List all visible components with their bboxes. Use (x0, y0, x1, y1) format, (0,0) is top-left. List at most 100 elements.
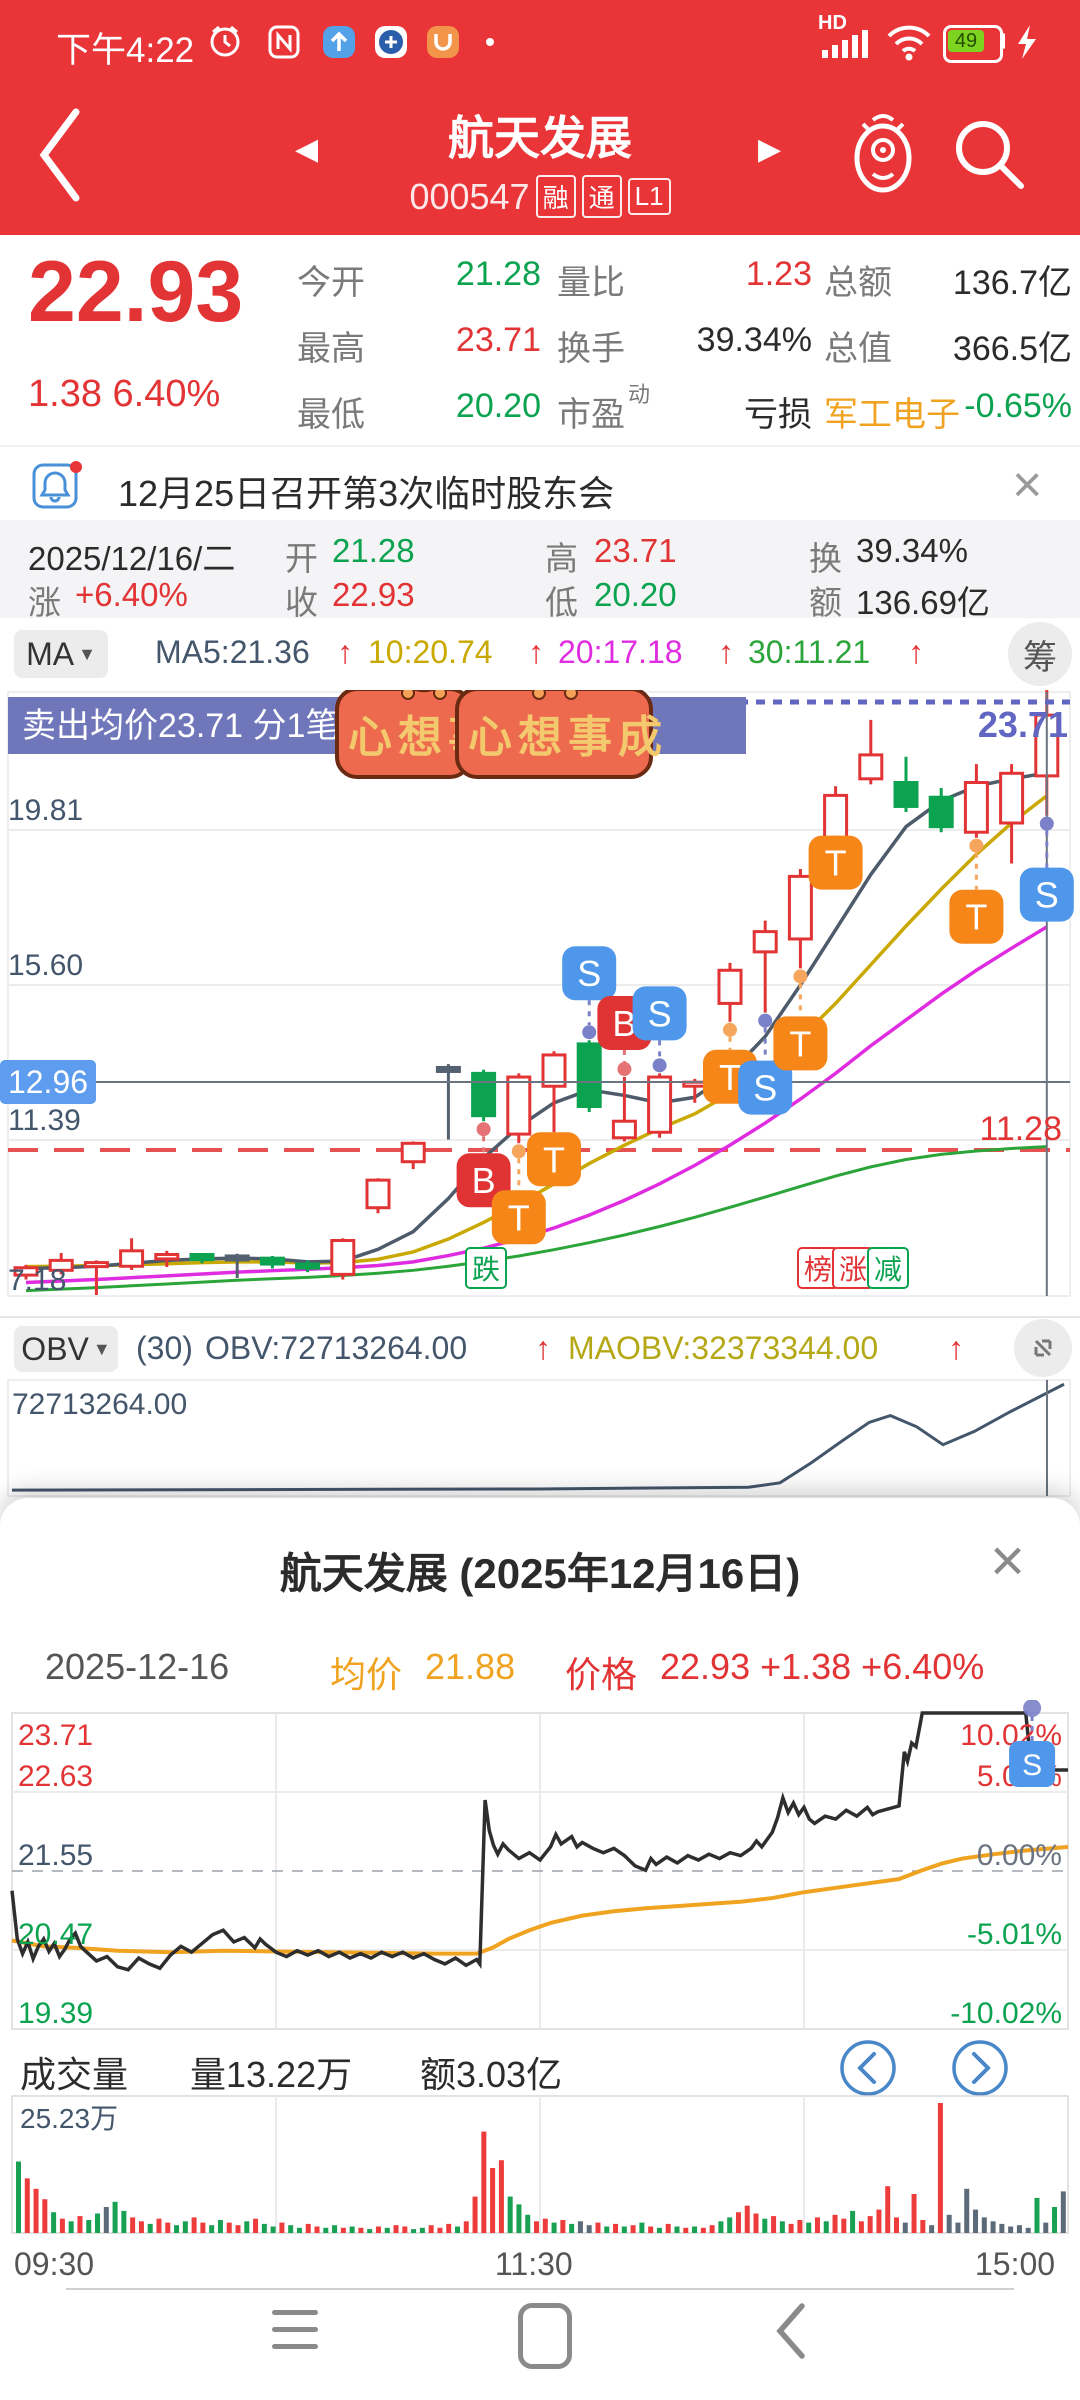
volume-bar (95, 2213, 101, 2233)
sheet-close-icon[interactable]: × (990, 1527, 1026, 1594)
next-day-button[interactable] (950, 2038, 1010, 2098)
volume-bar (1034, 2197, 1040, 2233)
event-badge (465, 1247, 507, 1289)
obv-plot-area (7, 1379, 1071, 1497)
trade-marker-S[interactable] (738, 1060, 793, 1115)
volume-bar (59, 2218, 65, 2233)
trade-marker-T[interactable] (808, 835, 863, 890)
intraday-bottom-sheet: 航天发展 (2025年12月16日) × 2025-12-16 均价 21.88… (0, 1498, 1080, 2400)
turnover-amount-value: 额3.03亿 (420, 2054, 563, 2095)
candle-body[interactable] (647, 1075, 673, 1134)
candle-body[interactable] (471, 1071, 497, 1118)
volume-bar (200, 2222, 206, 2233)
trade-marker-S[interactable] (1019, 867, 1074, 922)
candle-body[interactable] (752, 930, 778, 954)
intraday-sell-marker[interactable] (1009, 1741, 1056, 1787)
volume-bar (340, 2227, 346, 2233)
search-icon[interactable] (945, 110, 1035, 200)
ma5-value: MA5:21.36 (155, 634, 310, 670)
candle-body[interactable] (999, 771, 1025, 825)
trade-marker-T[interactable] (773, 1016, 828, 1071)
ma-selector[interactable]: MA ▼ (14, 630, 108, 678)
ma5-arrow: ↑ (337, 634, 353, 670)
volume-bar (516, 2204, 522, 2233)
candle-body[interactable] (13, 1266, 39, 1277)
candle-body[interactable] (259, 1256, 285, 1266)
sheet-price-label: 价格 (565, 1654, 638, 1695)
candle-body[interactable] (154, 1252, 180, 1261)
time-1130: 11:30 (495, 2246, 573, 2282)
industry-link[interactable]: 军工电子 (824, 396, 960, 434)
intraday-chart[interactable]: 23.7122.6321.5520.4719.3910.02%5.01%0.00… (0, 1700, 1080, 2045)
volume-chart[interactable]: 25.23万 (0, 2094, 1080, 2236)
low-value: 20.20 (455, 387, 541, 425)
volume-bar (648, 2226, 654, 2233)
volume-bar (411, 2229, 417, 2233)
candle-body[interactable] (83, 1261, 109, 1269)
prev-day-button[interactable] (838, 2038, 898, 2098)
candle-body[interactable] (963, 781, 989, 834)
candle-body[interactable] (189, 1252, 215, 1262)
nav-menu-icon[interactable] (272, 2310, 318, 2315)
svg-text:T: T (789, 1023, 811, 1064)
nav-home-icon[interactable] (518, 2303, 572, 2369)
candle-body[interactable] (435, 1065, 461, 1073)
chip-distribution-button[interactable]: 筹 (1008, 622, 1072, 686)
obv-selector[interactable]: OBV ▼ (14, 1326, 118, 1372)
back-icon[interactable] (30, 100, 90, 210)
intraday-ylabel-left: 19.39 (18, 1997, 93, 2030)
status-time: 下午4:22 (56, 31, 195, 70)
candle-body[interactable] (787, 874, 813, 941)
candle-body[interactable] (48, 1258, 74, 1272)
svg-text:S: S (648, 993, 672, 1034)
nav-back-icon[interactable] (770, 2300, 810, 2362)
nav-menu-icon-bar2[interactable] (272, 2327, 318, 2332)
candle-body[interactable] (893, 781, 919, 808)
candle-body[interactable] (224, 1254, 250, 1262)
candle-body[interactable] (506, 1075, 532, 1136)
next-stock-icon[interactable]: ▶ (758, 133, 782, 166)
pe-label: 市盈 (557, 396, 625, 434)
obv-chart[interactable]: 72713264.00 (0, 1378, 1080, 1498)
trade-marker-S[interactable] (632, 986, 687, 1041)
volume-bar (112, 2201, 118, 2233)
candle-body[interactable] (717, 968, 743, 1005)
volume-bar (68, 2221, 74, 2233)
d-amt-value: 136.69亿 (856, 584, 990, 621)
volume-bar (613, 2223, 619, 2233)
candle-body[interactable] (541, 1053, 567, 1088)
notice-close-icon[interactable]: × (1012, 456, 1043, 514)
candle-body[interactable] (365, 1178, 391, 1210)
trade-marker-T[interactable] (949, 889, 1004, 944)
candle-body[interactable] (611, 1119, 637, 1140)
nav-menu-icon-bar3[interactable] (272, 2344, 318, 2349)
candle-body[interactable] (858, 753, 884, 781)
volume-bar (797, 2220, 803, 2233)
notice-bar[interactable]: 12月25日召开第3次临时股东会 × (0, 445, 1080, 522)
volume-bar (692, 2226, 698, 2233)
candle-body[interactable] (928, 795, 954, 829)
candle-body[interactable] (119, 1249, 145, 1268)
expand-chart-button[interactable] (1014, 1319, 1072, 1377)
candle-body[interactable] (295, 1262, 321, 1270)
volume-bar (744, 2205, 750, 2233)
volume-bar (841, 2218, 847, 2233)
volume-bar (999, 2223, 1005, 2233)
trade-marker-S[interactable] (562, 946, 617, 1001)
candle-body[interactable] (576, 1042, 602, 1108)
mascot-icon[interactable] (845, 98, 921, 208)
volume-bar (384, 2227, 390, 2233)
candle-body[interactable] (330, 1238, 356, 1276)
trade-marker-T[interactable] (491, 1190, 546, 1245)
volume-bar (16, 2161, 21, 2233)
obv-value: OBV:72713264.00 (205, 1330, 468, 1366)
candle-body[interactable] (400, 1141, 426, 1164)
svg-text:B: B (472, 1160, 496, 1201)
prev-stock-icon[interactable]: ◀ (295, 133, 319, 166)
d-low-value: 20.20 (594, 576, 677, 613)
d-open-value: 21.28 (332, 532, 415, 569)
trade-marker-T[interactable] (527, 1132, 581, 1187)
ma20-arrow: ↑ (718, 634, 734, 670)
d-low-label: 低 (545, 584, 578, 621)
